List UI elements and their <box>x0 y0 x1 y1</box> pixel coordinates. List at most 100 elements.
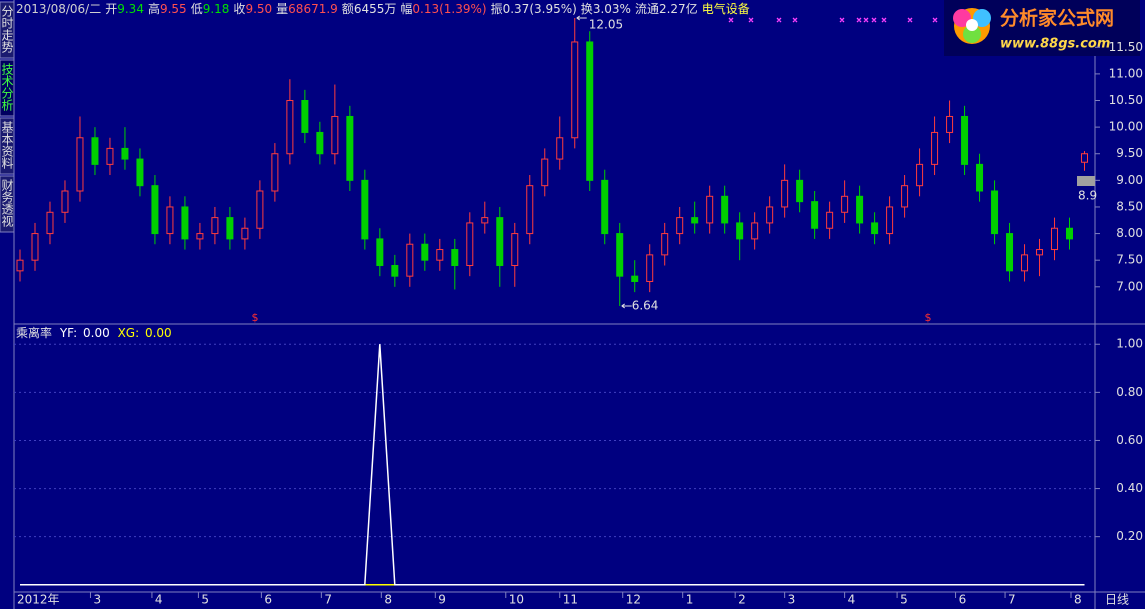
candle-body <box>16 259 24 272</box>
y-tick-label: 10.50 <box>1109 93 1143 107</box>
candle-body <box>361 179 369 240</box>
min-label: 6.64 <box>632 298 659 312</box>
sidebar-tab[interactable] <box>0 175 15 233</box>
quote-value: 9.34 <box>117 2 144 16</box>
x-tick-label: 12 <box>626 593 641 607</box>
candle-body <box>811 201 819 229</box>
candle-body <box>886 206 894 235</box>
sidebar-tab[interactable] <box>0 59 15 117</box>
sidebar-tab-label[interactable]: 技术分析 <box>0 63 14 112</box>
sidebar-tab-label[interactable]: 分时走势 <box>0 5 14 53</box>
candle-body <box>691 217 699 224</box>
candle-body <box>556 137 564 160</box>
quote-label: 量 <box>276 2 288 16</box>
candle-body <box>586 41 594 181</box>
x-tick-label: 7 <box>324 593 332 607</box>
logo-petal <box>973 9 991 27</box>
y-tick-label: 0.60 <box>1116 433 1143 447</box>
candle-body <box>466 222 474 267</box>
y-tick-label: 9.50 <box>1116 146 1143 160</box>
y-tick-label: 8.00 <box>1116 226 1143 240</box>
candle-body <box>796 179 804 203</box>
quote-label: 额 <box>342 2 354 16</box>
candle-body <box>211 217 219 235</box>
x-tick-label: 3 <box>788 593 796 607</box>
candle-body <box>286 100 294 155</box>
quote-value: 0.37(3.95%) <box>503 2 577 16</box>
candle-body <box>766 206 774 224</box>
candle-body <box>136 158 144 187</box>
logo-title: 分析家公式网 <box>1000 7 1114 30</box>
candle-body <box>511 233 519 267</box>
x-tick-label: 6 <box>264 593 272 607</box>
y-tick-label: 0.80 <box>1116 385 1143 399</box>
sidebar-tab-label[interactable]: 基本资料 <box>0 121 14 169</box>
candle-body <box>1021 254 1029 272</box>
candle-body <box>631 275 639 282</box>
y-tick-label: 0.40 <box>1116 481 1143 495</box>
candle-body <box>106 147 114 165</box>
sidebar-tab-label[interactable]: 财务透视 <box>0 179 14 227</box>
logo-center <box>966 19 978 31</box>
candle-body <box>61 190 69 213</box>
quote-label: 开 <box>105 2 117 16</box>
x-tick-label: 1 <box>686 593 694 607</box>
candle-body <box>91 137 99 165</box>
candle-body <box>571 41 579 139</box>
candle-body <box>166 206 174 235</box>
x-tick-label: 4 <box>155 593 163 607</box>
x-tick-label: 11 <box>563 593 578 607</box>
x-tick-label: 2 <box>738 593 746 607</box>
candle-body <box>451 249 459 267</box>
candle-body <box>541 158 549 187</box>
cursor-label: 8.9 <box>1078 189 1097 203</box>
y-tick-label: 0.20 <box>1116 529 1143 543</box>
indicator-line <box>20 344 1085 586</box>
candle-body <box>331 115 339 155</box>
quote-sector: 电气设备 <box>702 1 750 16</box>
candle-body <box>436 249 444 261</box>
candle-body <box>526 185 534 235</box>
legend-name: YF: <box>59 326 77 340</box>
candle-body <box>31 233 39 261</box>
quote-label: 收 <box>233 2 245 16</box>
x-tick-label: 8 <box>384 593 392 607</box>
sidebar-tab[interactable] <box>0 117 15 175</box>
candle-body <box>241 227 249 240</box>
candle-body <box>946 115 954 133</box>
legend-name: XG: <box>118 326 140 340</box>
candle-body <box>256 190 264 229</box>
candle-body <box>901 185 909 208</box>
y-tick-label: 7.50 <box>1116 253 1143 267</box>
indicator-title: 乘离率 <box>16 325 52 340</box>
candle-body <box>841 195 849 213</box>
legend-value: 0.00 <box>145 326 172 340</box>
sidebar-tab[interactable] <box>0 1 15 59</box>
candle-body <box>481 217 489 224</box>
candle-body <box>151 185 159 235</box>
quote-label: 换 <box>581 2 593 16</box>
candle-body <box>616 233 624 277</box>
quote-value: 3.03% <box>593 2 631 16</box>
x-tick-label: 6 <box>959 593 967 607</box>
x-tick-label: 9 <box>438 593 446 607</box>
y-tick-label: 10.00 <box>1109 120 1143 134</box>
candle-body <box>406 243 414 277</box>
candle-body <box>676 217 684 235</box>
min-arrow <box>621 303 632 309</box>
max-arrow <box>576 15 587 21</box>
quote-header: 2013/08/06/二 开9.34 高9.55 低9.18 收9.50 量68671.9… <box>16 1 750 16</box>
candle-body <box>931 131 939 165</box>
candle-body <box>316 131 324 155</box>
candle-body <box>601 179 609 235</box>
candle-body <box>301 100 309 133</box>
quote-label: 流通 <box>635 2 659 16</box>
candle-body <box>1036 249 1044 256</box>
candle-body <box>991 190 999 235</box>
candle-body <box>1081 153 1089 163</box>
signal-crosses <box>728 17 938 23</box>
quote-value: 6455万 <box>354 2 397 16</box>
x-tick-label: 2012年 <box>17 593 60 607</box>
quote-value: 9.18 <box>203 2 230 16</box>
candle-body <box>346 115 354 181</box>
